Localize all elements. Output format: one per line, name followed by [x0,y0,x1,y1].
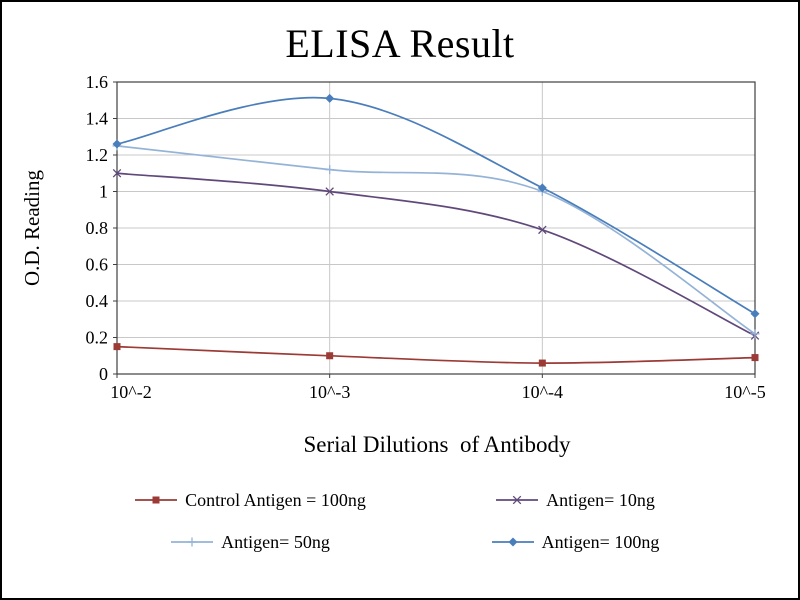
y-tick-label: 1.4 [86,109,109,129]
series-marker-square [152,496,160,504]
x-tick-label: 10^-2 [110,382,151,402]
series-marker-diamond [112,139,122,149]
legend-swatch [171,537,214,547]
legend-label: Control Antigen = 100ng [185,489,366,510]
legend-item: Control Antigen = 100ng [134,490,366,510]
legend-label: Antigen= 50ng [221,531,330,552]
series-marker-diamond [508,537,518,547]
series-line [116,145,756,335]
series-marker-square [326,352,334,360]
series-marker-diamond [750,309,760,319]
series-line [116,172,756,337]
legend-swatch [135,496,178,504]
y-tick-label: 0.4 [86,291,109,311]
y-tick-label: 0.2 [86,328,109,348]
legend-item: Antigen= 50ng [170,532,330,552]
series-marker-square [538,359,546,367]
legend-swatch [496,495,539,505]
y-tick-label: 0 [99,364,108,384]
y-tick-label: 1.2 [86,145,109,165]
series-marker-x [512,495,522,505]
legend-label: Antigen= 10ng [546,489,655,510]
y-tick-label: 0.8 [86,218,109,238]
series-marker-x [112,168,122,178]
series-marker-square [751,354,759,362]
chart-title: ELISA Result [285,21,515,66]
x-tick-label: 10^-4 [522,382,563,402]
y-tick-label: 0.6 [86,255,109,275]
x-axis-label: Serial Dilutions of Antibody [303,432,571,457]
series-marker-x [538,225,547,235]
x-tick-label: 10^-3 [309,382,350,402]
series-line [116,345,756,364]
series-marker-diamond [325,93,335,103]
legend: Control Antigen = 100ng Antigen= 10ng Anti… [2,490,798,552]
y-tick-label: 1.6 [86,72,109,92]
series-marker-diamond [537,183,547,193]
y-tick-label: 1 [99,182,108,202]
legend-swatch [491,537,534,547]
legend-label: Antigen= 100ng [541,531,660,552]
series-marker-x [325,187,334,196]
series-marker-square [113,343,121,351]
y-axis-label: O.D. Reading [20,169,44,287]
series-line [116,96,756,315]
legend-item: Antigen= 10ng [495,490,655,510]
legend-item: Antigen= 100ng [491,531,660,552]
x-tick-label: 10^-5 [724,382,765,402]
